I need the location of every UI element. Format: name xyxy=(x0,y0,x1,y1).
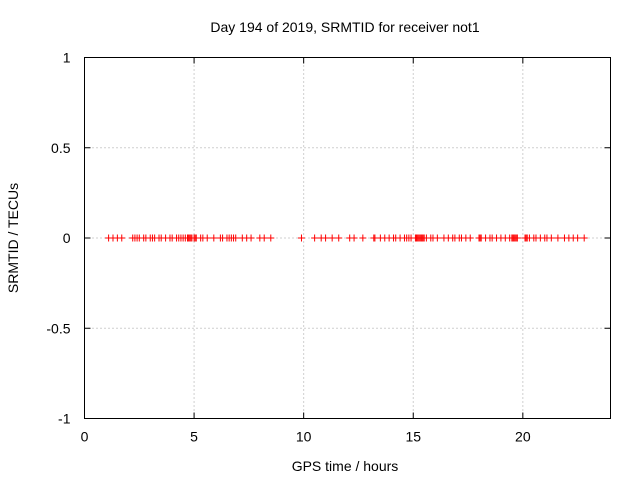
data-point xyxy=(210,234,218,242)
y-tick-label: -0.5 xyxy=(46,320,70,336)
data-points xyxy=(105,234,588,242)
y-tick-label: 0 xyxy=(63,230,71,246)
axis-ticks: 0 5 10 15 20 -1 -0.5 0 0.5 1 xyxy=(46,50,611,445)
x-tick-label: 0 xyxy=(81,429,89,445)
data-point xyxy=(328,234,336,242)
data-point xyxy=(297,234,305,242)
data-point xyxy=(350,234,358,242)
data-point xyxy=(203,234,211,242)
data-point xyxy=(359,234,367,242)
data-point xyxy=(433,234,441,242)
x-tick-label: 10 xyxy=(296,429,312,445)
data-point xyxy=(260,234,268,242)
data-point xyxy=(574,234,582,242)
y-tick-label: 1 xyxy=(63,50,71,66)
x-tick-label: 15 xyxy=(405,429,421,445)
data-point xyxy=(513,234,521,242)
x-axis-label: GPS time / hours xyxy=(292,458,399,474)
x-tick-label: 5 xyxy=(190,429,198,445)
data-point xyxy=(232,234,240,242)
chart-title: Day 194 of 2019, SRMTID for receiver not… xyxy=(210,19,479,35)
data-point xyxy=(247,234,255,242)
data-point xyxy=(335,234,343,242)
data-point xyxy=(547,234,555,242)
data-point xyxy=(466,234,474,242)
data-point xyxy=(267,234,275,242)
y-tick-label: 0.5 xyxy=(51,140,71,156)
data-point xyxy=(554,234,562,242)
x-tick-label: 20 xyxy=(515,429,531,445)
y-tick-label: -1 xyxy=(58,411,71,427)
data-point xyxy=(311,234,319,242)
data-point xyxy=(118,234,126,242)
y-axis-label: SRMTID / TECUs xyxy=(5,183,21,293)
data-point xyxy=(322,234,330,242)
plot-frame xyxy=(84,57,611,419)
data-point xyxy=(580,234,588,242)
